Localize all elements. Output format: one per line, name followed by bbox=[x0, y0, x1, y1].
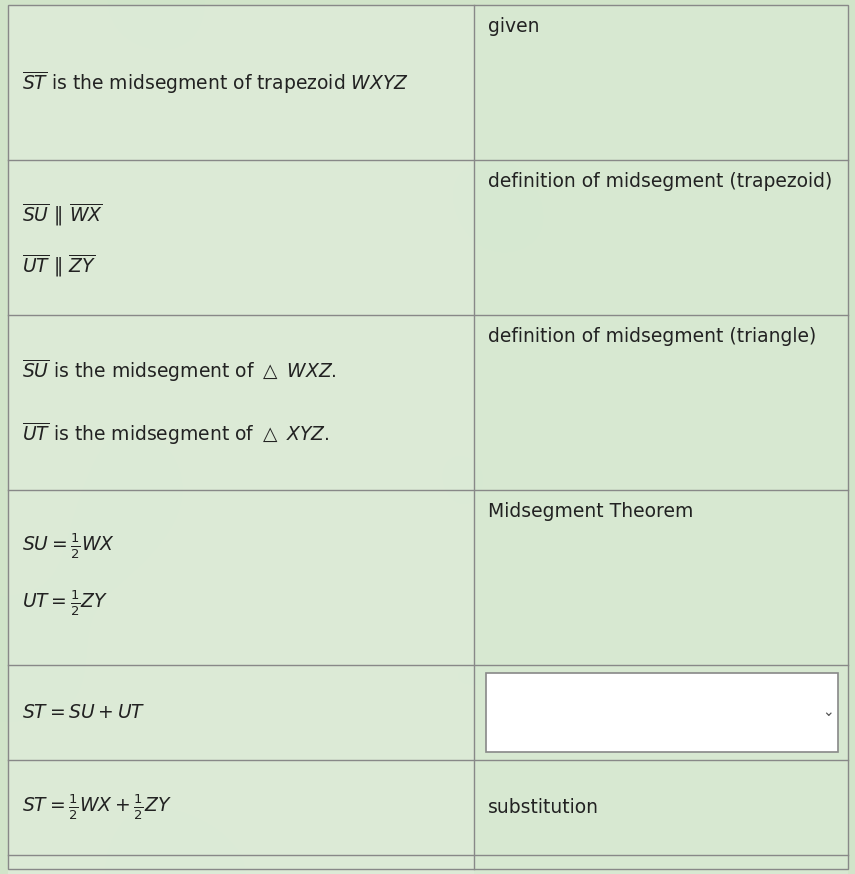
Text: $\overline{ST}$ is the midsegment of trapezoid $\mathit{WXYZ}$: $\overline{ST}$ is the midsegment of tra… bbox=[22, 69, 409, 96]
Bar bbox=[486, 673, 838, 752]
Text: given: given bbox=[488, 17, 540, 36]
Text: definition of midsegment (triangle): definition of midsegment (triangle) bbox=[488, 327, 817, 346]
Text: Midsegment Theorem: Midsegment Theorem bbox=[488, 502, 693, 521]
Bar bbox=[8, 160, 475, 315]
Bar bbox=[475, 315, 848, 490]
Text: $\overline{UT}\ \|\ \overline{ZY}$: $\overline{UT}\ \|\ \overline{ZY}$ bbox=[22, 252, 97, 279]
Bar bbox=[8, 5, 475, 160]
Bar bbox=[8, 315, 475, 490]
Text: $\overline{SU}\ \|\ \overline{WX}$: $\overline{SU}\ \|\ \overline{WX}$ bbox=[22, 201, 103, 227]
Bar bbox=[475, 160, 848, 315]
Bar bbox=[8, 760, 475, 855]
Text: $UT = \frac{1}{2}ZY$: $UT = \frac{1}{2}ZY$ bbox=[22, 589, 109, 619]
Bar bbox=[475, 760, 848, 855]
Bar bbox=[475, 490, 848, 665]
Text: ⌄: ⌄ bbox=[823, 705, 834, 719]
Bar bbox=[8, 665, 475, 760]
Text: definition of midsegment (trapezoid): definition of midsegment (trapezoid) bbox=[488, 172, 833, 191]
Text: $ST = SU + UT$: $ST = SU + UT$ bbox=[22, 703, 145, 722]
Text: $\overline{UT}$ is the midsegment of $\triangle\ \mathit{XYZ}.$: $\overline{UT}$ is the midsegment of $\t… bbox=[22, 420, 329, 447]
Text: $\overline{SU}$ is the midsegment of $\triangle\ \mathit{WXZ}.$: $\overline{SU}$ is the midsegment of $\t… bbox=[22, 357, 337, 385]
Bar bbox=[475, 855, 848, 874]
Text: substitution: substitution bbox=[488, 798, 599, 817]
Bar bbox=[8, 855, 475, 874]
Bar bbox=[475, 5, 848, 160]
Text: $SU = \frac{1}{2}WX$: $SU = \frac{1}{2}WX$ bbox=[22, 531, 115, 561]
Text: $ST = \frac{1}{2}WX + \frac{1}{2}ZY$: $ST = \frac{1}{2}WX + \frac{1}{2}ZY$ bbox=[22, 793, 172, 822]
Bar bbox=[475, 665, 848, 760]
Bar bbox=[8, 490, 475, 665]
